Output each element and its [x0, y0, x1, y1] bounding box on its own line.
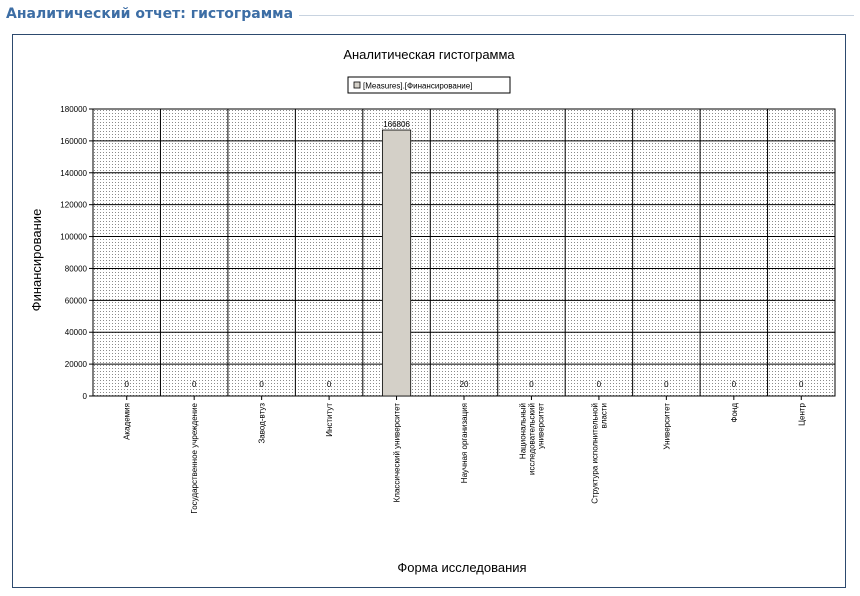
y-axis-title: Финансирование — [29, 209, 44, 312]
x-tick-label: исследовательский — [527, 403, 536, 475]
report-title: Аналитический отчет: гистограмма — [6, 6, 300, 22]
y-tick-label: 0 — [83, 392, 88, 401]
x-tick-label: Фонд — [730, 403, 739, 423]
legend-label: [Measures].[Финансирование] — [363, 82, 472, 91]
data-label: 0 — [664, 380, 669, 389]
x-tick-label: Завод-втуз — [258, 403, 267, 444]
y-tick-label: 160000 — [60, 137, 87, 146]
x-tick-label: Академия — [123, 403, 132, 440]
report-header: Аналитический отчет: гистограмма — [0, 0, 860, 30]
y-tick-label: 120000 — [60, 201, 87, 210]
y-tick-label: 180000 — [60, 105, 87, 114]
x-tick-label: Структура исполнительной — [590, 403, 599, 504]
legend-box — [347, 76, 511, 94]
x-tick-label: власти — [599, 403, 608, 428]
y-axis: 0 20000 40000 60000 80000 100000 120000 140000 1… — [60, 105, 93, 401]
x-tick-label: университет — [536, 403, 545, 449]
data-label: 0 — [529, 380, 534, 389]
data-label: 0 — [192, 380, 197, 389]
y-tick-label: 40000 — [65, 328, 88, 337]
header-divider — [6, 15, 854, 16]
data-label: 166806 — [383, 120, 410, 129]
x-tick-label: Классический университет — [393, 403, 402, 503]
chart-panel: Аналитическая гистограмма [Measures].[Фи… — [12, 34, 846, 588]
data-labels: 0 0 0 0 166806 20 0 0 0 0 0 — [125, 120, 805, 389]
legend-swatch — [353, 81, 361, 89]
plot-background — [93, 109, 835, 396]
x-tick-label: Университет — [662, 403, 671, 450]
y-tick-label: 20000 — [65, 360, 88, 369]
x-tick-label: Институт — [325, 403, 334, 437]
bar — [381, 129, 412, 397]
data-label: 0 — [327, 380, 332, 389]
plot-area — [92, 108, 836, 397]
x-tick-label: Центр — [797, 402, 806, 425]
data-label: 0 — [125, 380, 130, 389]
x-tick-label: Научная организация — [460, 403, 469, 483]
y-tick-label: 60000 — [65, 296, 88, 305]
data-label: 0 — [597, 380, 602, 389]
y-tick-label: 80000 — [65, 264, 88, 273]
y-tick-label: 140000 — [60, 169, 87, 178]
x-axis: Академия Государственное учреждение Завод-… — [123, 396, 806, 514]
chart-title: Аналитическая гистограмма — [343, 47, 515, 62]
x-tick-label: Национальный — [518, 403, 527, 459]
y-tick-label: 100000 — [60, 233, 87, 242]
data-label: 0 — [259, 380, 264, 389]
data-label: 0 — [799, 380, 804, 389]
histogram-chart: Аналитическая гистограмма [Measures].[Фи… — [29, 47, 836, 575]
data-label: 0 — [732, 380, 737, 389]
bar-series — [381, 129, 412, 397]
legend: [Measures].[Финансирование] — [347, 76, 511, 94]
x-tick-label: Государственное учреждение — [190, 402, 199, 513]
x-axis-title: Форма исследования — [397, 560, 526, 575]
data-label: 20 — [460, 380, 469, 389]
